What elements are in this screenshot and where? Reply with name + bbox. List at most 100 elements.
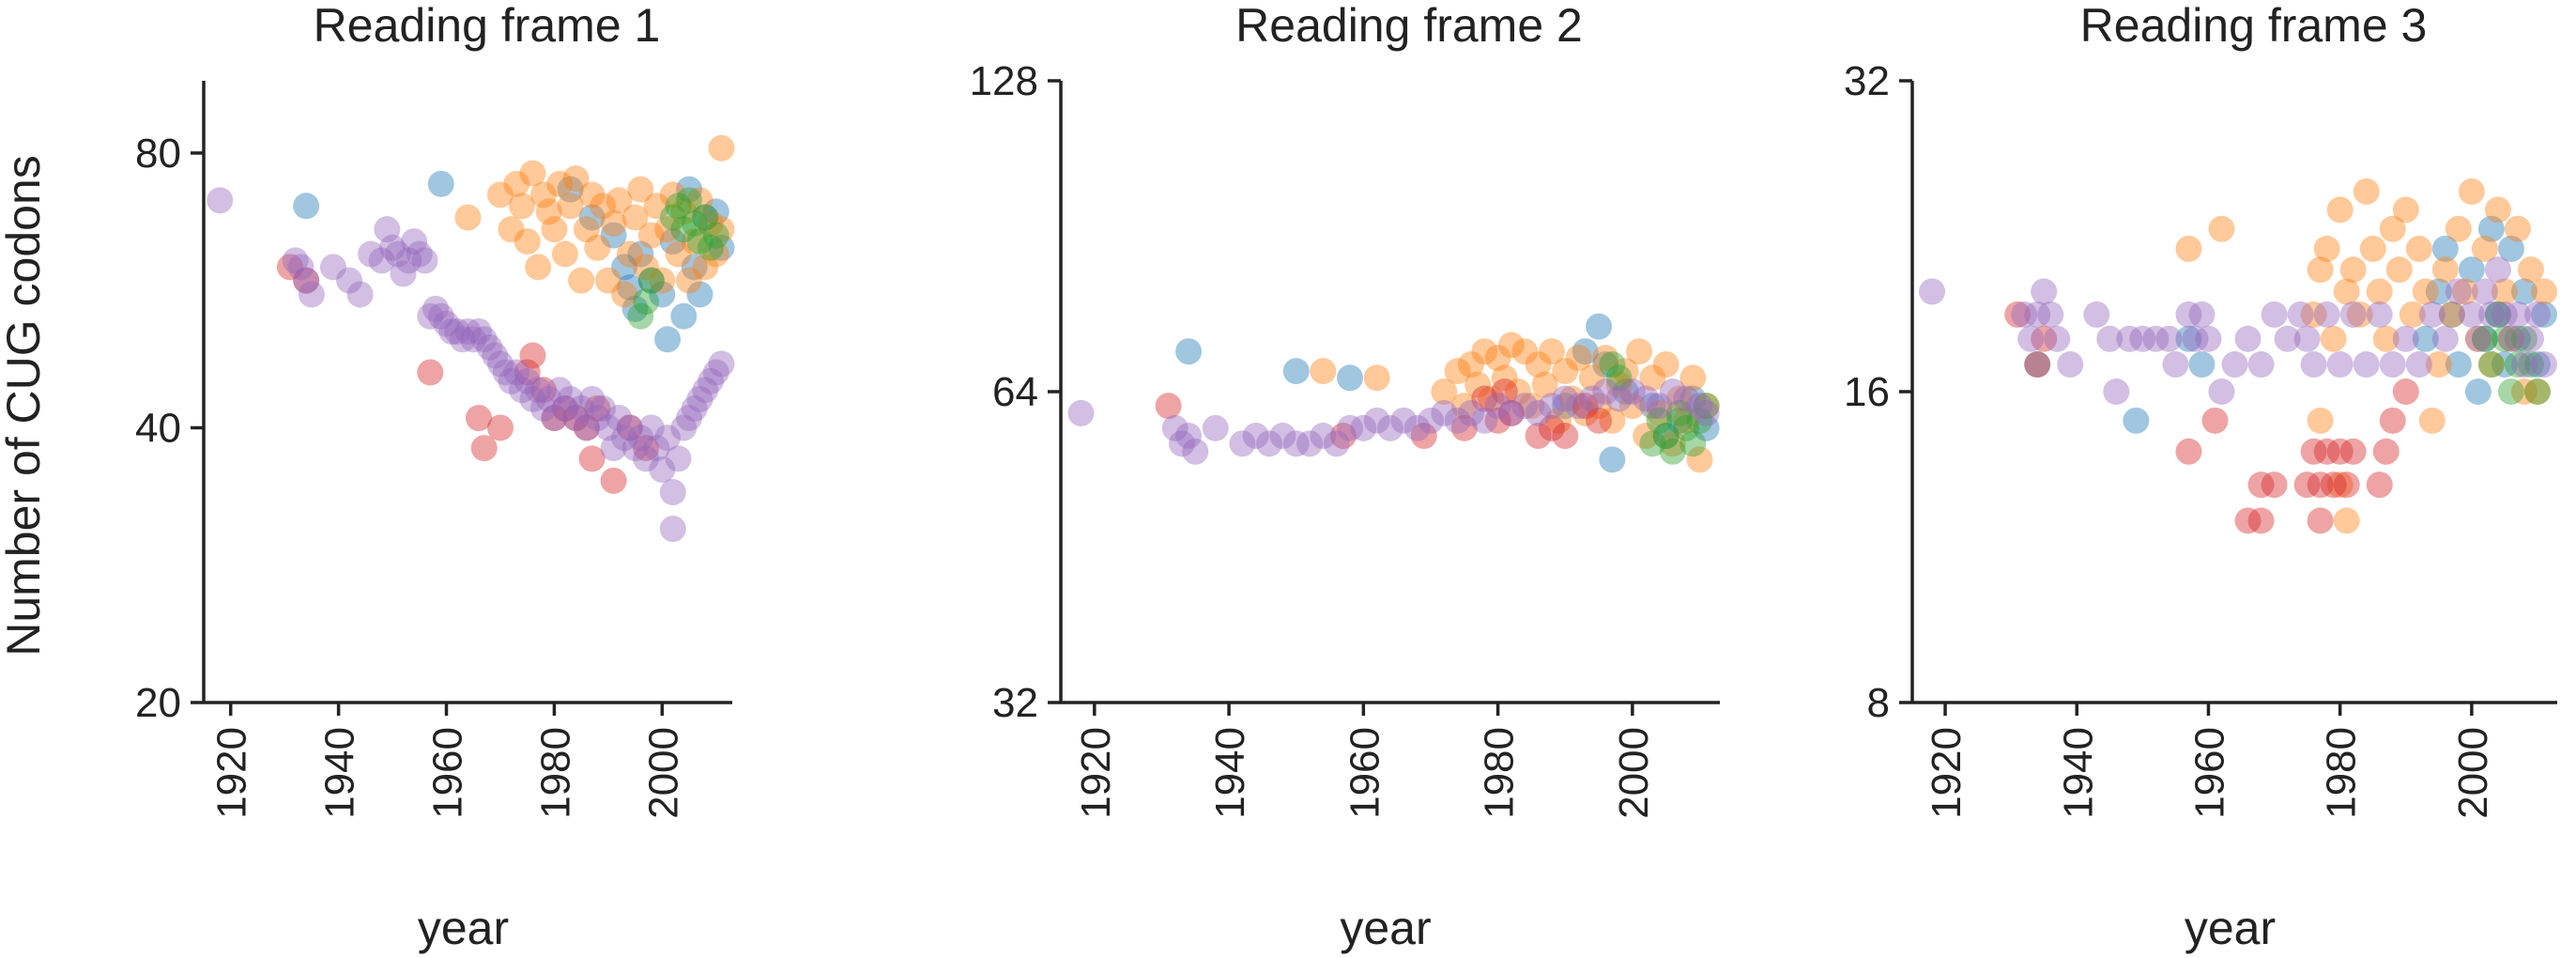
data-point-purple — [2037, 301, 2064, 328]
data-point-purple — [336, 267, 363, 294]
data-point-purple — [207, 187, 234, 214]
data-point-orange — [1444, 358, 1471, 385]
data-point-orange — [611, 281, 638, 308]
data-point-orange — [2445, 215, 2472, 242]
x-tick-label: 1940 — [317, 727, 363, 819]
data-point-purple — [427, 302, 454, 330]
data-point-red — [1410, 423, 1437, 450]
data-point-blue — [2504, 325, 2531, 352]
data-point-green — [1605, 364, 1633, 392]
data-point-green — [676, 187, 703, 214]
data-point-purple — [346, 281, 374, 308]
data-point-blue — [1552, 393, 1579, 420]
data-point-purple — [2142, 325, 2170, 352]
data-point-blue — [692, 204, 719, 231]
data-point-green — [1686, 407, 1713, 434]
data-point-red — [1552, 423, 1579, 450]
data-point-orange — [665, 240, 692, 268]
data-point-purple — [498, 367, 525, 394]
data-point-blue — [2484, 301, 2511, 328]
data-point-blue — [637, 267, 665, 294]
data-point-orange — [514, 228, 541, 255]
data-point-purple — [611, 425, 638, 452]
data-point-purple — [2234, 325, 2262, 352]
data-point-blue — [621, 295, 649, 322]
data-point-orange — [1586, 393, 1613, 420]
data-point-purple — [454, 317, 482, 345]
data-point-red — [2004, 301, 2032, 328]
data-point-purple — [590, 394, 617, 422]
data-point-purple — [519, 385, 546, 412]
data-point-purple — [465, 317, 492, 345]
data-point-purple — [2477, 301, 2505, 328]
data-point-red — [2313, 438, 2340, 465]
data-point-blue — [2123, 407, 2150, 434]
data-point-purple — [1168, 430, 1195, 457]
data-point-green — [702, 222, 729, 249]
panel-title: Reading frame 1 — [314, 0, 661, 52]
data-point-purple — [449, 326, 476, 353]
data-point-purple — [2300, 351, 2327, 379]
data-point-purple — [2116, 325, 2143, 352]
x-tick-label: 1940 — [2055, 727, 2101, 819]
data-point-red — [2339, 438, 2367, 465]
data-point-green — [2510, 325, 2538, 352]
data-point-orange — [1666, 385, 1694, 412]
data-point-orange — [2175, 235, 2202, 262]
data-point-blue — [1693, 414, 1720, 441]
data-point-green — [2484, 301, 2511, 328]
data-point-green — [627, 302, 654, 330]
data-point-orange — [498, 216, 525, 243]
data-point-purple — [2083, 301, 2110, 328]
data-point-purple — [2517, 325, 2544, 352]
data-point-purple — [535, 385, 562, 412]
data-point-purple — [293, 267, 320, 294]
data-point-red — [470, 435, 498, 462]
data-point-orange — [551, 240, 578, 268]
data-point-purple — [2024, 301, 2051, 328]
data-point-orange — [2523, 379, 2551, 405]
data-point-orange — [616, 240, 643, 268]
data-point-purple — [2445, 278, 2472, 305]
data-point-red — [551, 394, 578, 422]
data-point-blue — [2438, 301, 2465, 328]
data-point-red — [519, 342, 546, 369]
data-point-red — [417, 359, 444, 386]
data-point-blue — [2425, 278, 2452, 305]
data-point-purple — [1431, 399, 1458, 426]
data-point-blue — [686, 281, 713, 308]
data-point-orange — [2405, 235, 2432, 262]
data-point-green — [2471, 325, 2498, 352]
data-point-orange — [2346, 301, 2373, 328]
data-point-orange — [1505, 379, 1532, 405]
data-point-orange — [2464, 325, 2492, 352]
data-point-purple — [2293, 325, 2321, 352]
data-point-red — [2300, 438, 2327, 465]
data-point-orange — [600, 209, 627, 237]
data-point-blue — [2464, 379, 2492, 405]
data-point-blue — [2510, 278, 2538, 305]
data-point-purple — [2031, 278, 2058, 305]
data-point-orange — [1363, 364, 1390, 392]
data-point-purple — [1673, 385, 1700, 412]
data-point-purple — [2261, 301, 2288, 328]
data-point-purple — [1511, 393, 1539, 420]
data-point-green — [698, 234, 725, 261]
data-point-orange — [2307, 256, 2334, 284]
data-point-blue — [1612, 379, 1639, 405]
x-tick-label: 1920 — [1924, 727, 1970, 819]
data-point-purple — [406, 240, 433, 268]
data-point-blue — [1175, 338, 1203, 365]
data-point-purple — [676, 405, 703, 432]
data-point-blue — [654, 326, 682, 353]
data-point-purple — [1175, 423, 1203, 450]
data-point-purple — [2418, 301, 2446, 328]
data-point-red — [1586, 407, 1613, 434]
data-point-orange — [2208, 215, 2235, 242]
data-point-blue — [2431, 235, 2459, 262]
data-point-red — [2326, 438, 2354, 465]
data-point-purple — [401, 228, 428, 255]
data-point-purple — [557, 385, 584, 412]
data-point-purple — [486, 350, 514, 378]
data-point-purple — [1578, 385, 1605, 412]
